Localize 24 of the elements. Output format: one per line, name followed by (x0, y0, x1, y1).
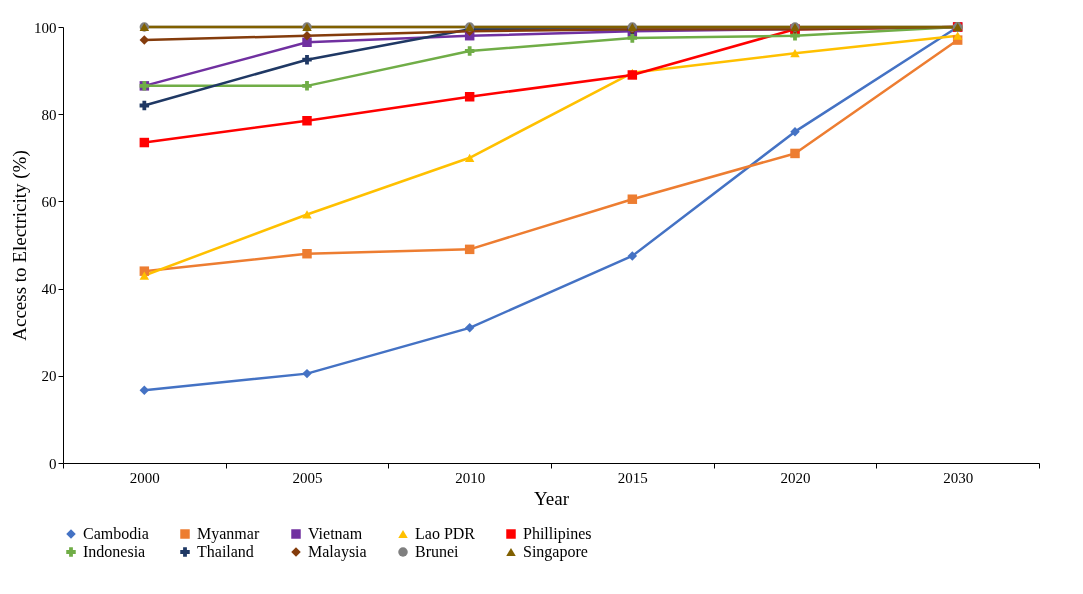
legend-label: Lao PDR (415, 525, 476, 542)
x-tick-label: 2005 (292, 469, 323, 486)
x-tick-label: 2020 (780, 469, 811, 486)
legend-label: Myanmar (197, 525, 260, 543)
x-axis-title: Year (533, 487, 570, 509)
x-tick-label: 2015 (617, 469, 648, 486)
y-tick-label: 0 (49, 455, 57, 472)
y-tick-label: 60 (41, 193, 57, 210)
y-tick-label: 20 (41, 368, 57, 385)
x-tick-label: 2010 (455, 469, 486, 486)
y-axis-title: Access to Electricity (%) (9, 150, 31, 341)
x-tick-label: 2000 (129, 469, 160, 486)
legend-label: Indonesia (83, 543, 146, 560)
legend-label: Singapore (523, 543, 588, 561)
legend-label: Vietnam (308, 525, 363, 542)
y-tick-label: 100 (34, 19, 57, 36)
legend-label: Malaysia (308, 543, 367, 561)
legend-label: Thailand (197, 543, 254, 560)
legend-label: Phillipines (523, 525, 592, 543)
legend-label: Brunei (415, 543, 460, 560)
y-tick-label: 80 (41, 106, 57, 123)
y-tick-label: 40 (41, 281, 57, 298)
legend-label: Cambodia (83, 525, 149, 542)
x-tick-label: 2030 (943, 469, 974, 486)
